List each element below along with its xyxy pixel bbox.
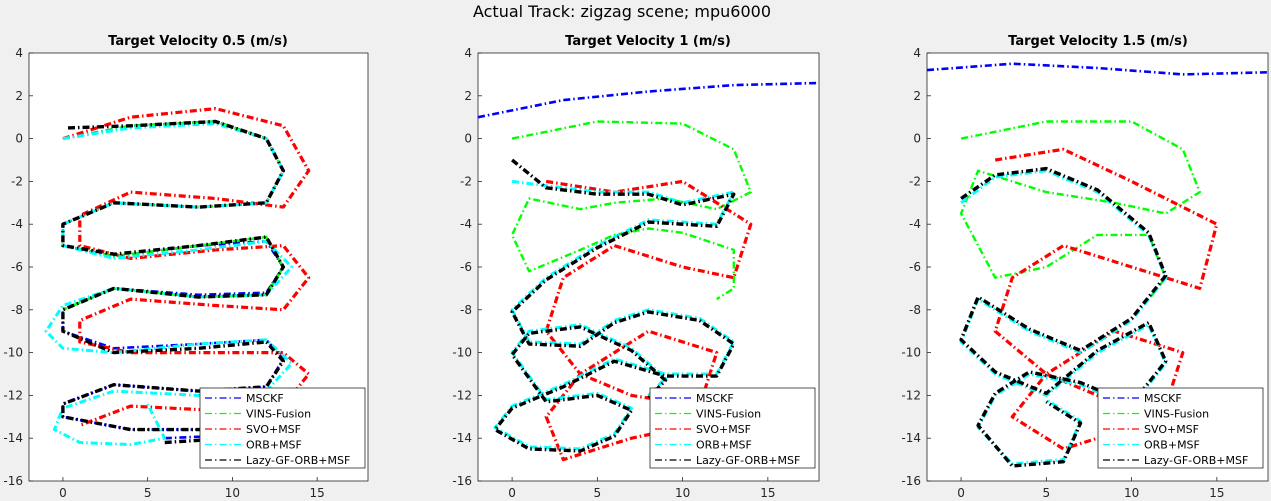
legend-label: ORB+MSF: [1144, 439, 1200, 452]
series-layer: [44, 106, 311, 447]
y-tick-label: 4: [15, 46, 23, 60]
y-tick-label: -14: [901, 431, 921, 445]
y-tick-label: -4: [909, 217, 921, 231]
legend-box: [1097, 387, 1264, 469]
legend-label: VINS-Fusion: [1144, 408, 1209, 421]
legend-label: MSCKF: [696, 392, 734, 405]
y-tick-label: -10: [452, 346, 472, 360]
series-line-vins-fusion: [510, 120, 752, 301]
series-line-lazy-gf-orb-msf: [493, 158, 736, 453]
series-line-msckf: [478, 81, 819, 119]
legend: MSCKF VINS-Fusion SVO+MSF ORB+MSF Lazy-GF-OR…: [1097, 387, 1264, 469]
legend-label: MSCKF: [1144, 392, 1182, 405]
x-tick-label: 5: [1043, 486, 1051, 500]
x-tick-label: 15: [1209, 486, 1224, 500]
axis-ticks: 0 5 10 15 4 2 0 -2 -4 -6 -8 -10 -12 -14 -16: [3, 46, 324, 500]
legend-items: MSCKF VINS-Fusion SVO+MSF ORB+MSF Lazy-GF-OR…: [655, 392, 800, 467]
y-tick-label: 0: [913, 132, 921, 146]
legend-label: Lazy-GF-ORB+MSF: [1144, 454, 1248, 467]
y-tick-label: -2: [909, 174, 921, 188]
x-tick-label: 0: [957, 486, 965, 500]
y-tick-label: 2: [913, 89, 921, 103]
y-tick-label: -14: [452, 431, 472, 445]
x-tick-label: 0: [59, 486, 67, 500]
x-tick-label: 5: [594, 486, 602, 500]
x-tick-label: 15: [760, 486, 775, 500]
x-tick-label: 10: [1124, 486, 1139, 500]
legend-label: VINS-Fusion: [696, 408, 761, 421]
y-tick-label: -8: [909, 303, 921, 317]
y-tick-label: -16: [901, 474, 921, 488]
y-tick-label: -2: [460, 174, 472, 188]
subplot-velocity-0.5: Target Velocity 0.5 (m/s) 0 5 10 15 4 2 0 -2 -4 -…: [3, 34, 369, 500]
series-line-svo-msf: [993, 147, 1219, 451]
series-line-orb-msf: [44, 122, 294, 447]
series-layer: [478, 81, 819, 462]
legend-label: ORB+MSF: [696, 439, 752, 452]
y-tick-label: -10: [901, 346, 921, 360]
y-tick-label: -6: [11, 260, 23, 274]
figure-suptitle: Actual Track: zigzag scene; mpu6000: [473, 2, 771, 21]
legend-label: Lazy-GF-ORB+MSF: [246, 454, 350, 467]
legend-label: ORB+MSF: [246, 439, 302, 452]
series-line-msckf: [927, 62, 1268, 76]
x-tick-label: 10: [675, 486, 690, 500]
legend-box: [199, 387, 366, 469]
legend-label: MSCKF: [246, 392, 284, 405]
x-tick-label: 15: [310, 486, 325, 500]
y-tick-label: 4: [913, 46, 921, 60]
x-tick-label: 10: [225, 486, 240, 500]
series-line-svo-msf: [62, 106, 311, 427]
series-layer: [927, 62, 1268, 468]
y-tick-label: -14: [3, 431, 23, 445]
subplot-title: Target Velocity 1.5 (m/s): [1008, 34, 1188, 49]
x-tick-label: 5: [144, 486, 152, 500]
y-tick-label: 2: [464, 89, 472, 103]
y-tick-label: -12: [901, 388, 921, 402]
legend: MSCKF VINS-Fusion SVO+MSF ORB+MSF Lazy-GF-OR…: [649, 387, 816, 469]
series-line-svo-msf: [544, 179, 753, 462]
series-line-lazy-gf-orb-msf: [959, 166, 1168, 468]
series-clip: [44, 106, 311, 447]
y-tick-label: -12: [452, 388, 472, 402]
legend-label: SVO+MSF: [696, 423, 751, 436]
axis-ticks: 0 5 10 15 4 2 0 -2 -4 -6 -8 -10 -12 -14 -16: [901, 46, 1224, 500]
y-tick-label: 0: [15, 132, 23, 146]
series-clip: [927, 62, 1268, 468]
y-tick-label: 2: [15, 89, 23, 103]
y-tick-label: -10: [3, 346, 23, 360]
y-tick-label: -16: [452, 474, 472, 488]
legend-label: SVO+MSF: [246, 423, 301, 436]
subplot-velocity-1: Target Velocity 1 (m/s) 0 5 10 15 4 2 0 -2 -4 -6 -…: [452, 34, 820, 500]
y-tick-label: 0: [464, 132, 472, 146]
series-line-lazy-gf-orb-msf: [61, 119, 285, 445]
legend-label: Lazy-GF-ORB+MSF: [696, 454, 800, 467]
y-tick-label: -12: [3, 388, 23, 402]
legend-label: SVO+MSF: [1144, 423, 1199, 436]
axis-ticks: 0 5 10 15 4 2 0 -2 -4 -6 -8 -10 -12 -14 -16: [452, 46, 775, 500]
y-tick-label: -8: [460, 303, 472, 317]
series-clip: [478, 81, 819, 462]
legend-items: MSCKF VINS-Fusion SVO+MSF ORB+MSF Lazy-GF-OR…: [1103, 392, 1248, 467]
y-tick-label: -6: [909, 260, 921, 274]
subplot-title: Target Velocity 1 (m/s): [565, 34, 731, 49]
y-tick-label: -6: [460, 260, 472, 274]
subplot-velocity-1.5: Target Velocity 1.5 (m/s) 0 5 10 15 4 2 0 -2 -4 -…: [901, 34, 1269, 500]
x-tick-label: 0: [508, 486, 516, 500]
y-tick-label: -4: [460, 217, 472, 231]
legend-label: VINS-Fusion: [246, 408, 311, 421]
y-tick-label: 4: [464, 46, 472, 60]
legend-items: MSCKF VINS-Fusion SVO+MSF ORB+MSF Lazy-GF-OR…: [205, 392, 350, 467]
y-tick-label: -4: [11, 217, 23, 231]
legend-box: [649, 387, 816, 469]
y-tick-label: -2: [11, 174, 23, 188]
legend: MSCKF VINS-Fusion SVO+MSF ORB+MSF Lazy-GF-OR…: [199, 387, 366, 469]
y-tick-label: -16: [3, 474, 23, 488]
y-tick-label: -8: [11, 303, 23, 317]
subplot-title: Target Velocity 0.5 (m/s): [108, 34, 288, 49]
